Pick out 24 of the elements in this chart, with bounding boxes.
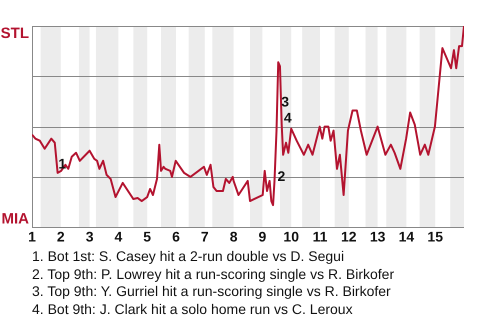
- x-tick-label: 11: [312, 228, 328, 244]
- x-tick-label: 7: [200, 228, 209, 244]
- x-tick-label: 10: [283, 228, 300, 244]
- x-tick-label: 9: [258, 228, 266, 244]
- text: 4. Bot 9th: J. Clark hit a solo home run vs C. Leroux: [32, 300, 354, 318]
- text: MIA: [2, 210, 30, 228]
- text: 2. Top 9th: P. Lowrey hit a run-scoring single vs R. Birkofer: [32, 266, 396, 283]
- x-tick-label: 13: [370, 228, 386, 244]
- annotation: 4: [284, 109, 292, 126]
- x-tick-label: 12: [341, 228, 357, 244]
- x-tick-label: 3: [86, 228, 94, 244]
- x-tick-label: 2: [56, 228, 65, 244]
- text: STL: [0, 25, 29, 42]
- text: 3. Top 9th: Y. Gurriel hit a run-scoring single vs R. Birkofer: [32, 283, 392, 300]
- x-tick-label: 4: [114, 228, 122, 244]
- x-tick-label: 8: [230, 228, 238, 244]
- annotation: 2: [278, 168, 286, 184]
- annotation: 1: [58, 156, 66, 172]
- x-tick-label: 15: [427, 228, 444, 244]
- x-tick-label: 5: [143, 228, 152, 244]
- text: 1. Bot 1st: S. Casey hit a 2-run double vs D. Segui: [32, 248, 346, 266]
- x-tick-label: 1: [28, 228, 36, 244]
- x-tick-label: 14: [398, 228, 414, 244]
- x-tick-label: 6: [172, 228, 180, 244]
